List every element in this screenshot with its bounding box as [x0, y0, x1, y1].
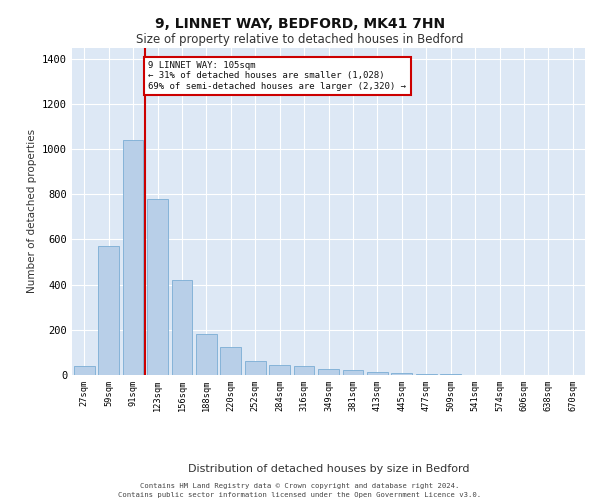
X-axis label: Distribution of detached houses by size in Bedford: Distribution of detached houses by size … — [188, 464, 469, 474]
Bar — [147, 199, 168, 375]
Text: 9 LINNET WAY: 105sqm
← 31% of detached houses are smaller (1,028)
69% of semi-de: 9 LINNET WAY: 105sqm ← 31% of detached h… — [148, 61, 406, 91]
Bar — [122, 140, 143, 375]
Bar — [245, 362, 266, 375]
Bar — [98, 246, 119, 375]
Bar — [293, 366, 314, 375]
Text: 9, LINNET WAY, BEDFORD, MK41 7HN: 9, LINNET WAY, BEDFORD, MK41 7HN — [155, 18, 445, 32]
Bar — [196, 334, 217, 375]
Bar — [343, 370, 364, 375]
Y-axis label: Number of detached properties: Number of detached properties — [26, 129, 37, 294]
Bar — [220, 347, 241, 375]
Bar — [269, 365, 290, 375]
Bar — [367, 372, 388, 375]
Bar — [74, 366, 95, 375]
Bar — [391, 372, 412, 375]
Text: Size of property relative to detached houses in Bedford: Size of property relative to detached ho… — [136, 32, 464, 46]
Bar — [440, 374, 461, 375]
Bar — [318, 370, 339, 375]
Bar — [416, 374, 437, 375]
Text: Contains HM Land Registry data © Crown copyright and database right 2024.
Contai: Contains HM Land Registry data © Crown c… — [118, 483, 482, 498]
Bar — [172, 280, 193, 375]
